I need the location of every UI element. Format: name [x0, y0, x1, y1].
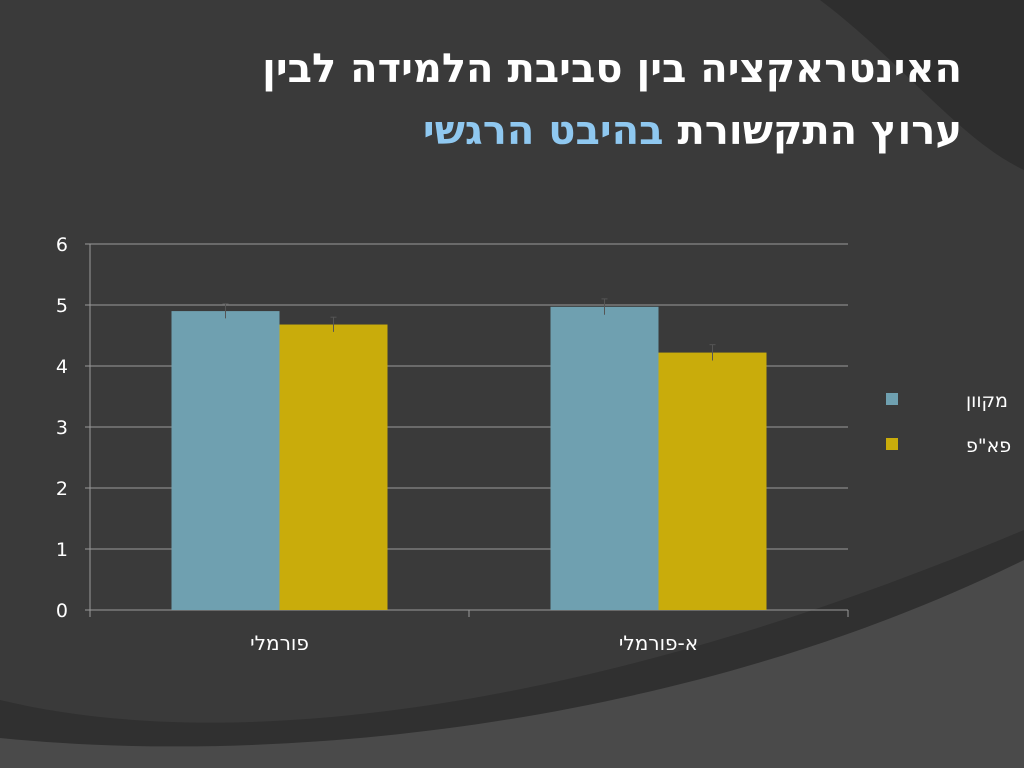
bar: [658, 352, 767, 610]
legend-swatch: [886, 393, 898, 405]
legend-label: מקוון: [966, 390, 1008, 412]
x-category-label: פורמלי: [250, 631, 309, 655]
legend: מקוון פא"פ: [886, 390, 1011, 457]
bar: [171, 311, 280, 610]
y-tick-label: 4: [56, 356, 68, 378]
legend-label: פא"פ: [966, 435, 1011, 457]
bar: [550, 306, 659, 610]
y-tick-label: 6: [56, 234, 68, 256]
title-line-1: האינטראקציה בין סביבת הלמידה לבין: [262, 46, 962, 92]
axes: 0 1 2 3 4 5 6 פורמלי א-פורמלי: [56, 234, 849, 655]
title-line-2: ערוץ התקשורת בהיבט הרגשי: [62, 100, 962, 162]
y-tick-label: 1: [56, 539, 68, 561]
bars: [171, 298, 767, 610]
slide-title: האינטראקציה בין סביבת הלמידה לבין ערוץ ה…: [62, 38, 962, 162]
legend-swatch: [886, 438, 898, 450]
x-category-label: א-פורמלי: [619, 631, 698, 655]
title-line-2-accent: בהיבט הרגשי: [422, 108, 664, 154]
bar: [279, 324, 388, 610]
y-tick-label: 5: [56, 295, 68, 317]
y-tick-label: 2: [56, 478, 68, 500]
y-tick-label: 3: [56, 417, 68, 439]
y-tick-label: 0: [56, 600, 68, 622]
title-line-2-plain: ערוץ התקשורת: [677, 108, 962, 154]
